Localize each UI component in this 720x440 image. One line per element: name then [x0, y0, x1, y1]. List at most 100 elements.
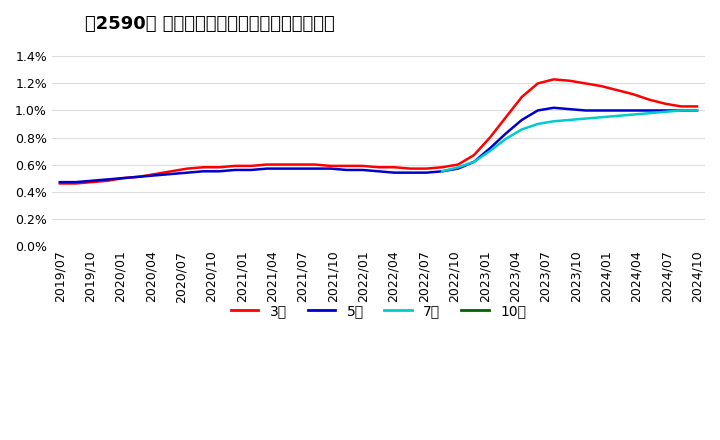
5年: [565, 106, 574, 112]
5年: [549, 105, 558, 110]
3年: [390, 165, 399, 170]
5年: [215, 169, 223, 174]
5年: [135, 174, 144, 180]
3年: [103, 178, 112, 183]
3年: [263, 162, 271, 167]
5年: [390, 170, 399, 175]
3年: [534, 81, 542, 86]
Line: 5年: 5年: [60, 108, 697, 182]
3年: [279, 162, 287, 167]
5年: [263, 166, 271, 171]
3年: [151, 171, 160, 176]
3年: [310, 162, 319, 167]
5年: [87, 178, 96, 183]
Line: 3年: 3年: [60, 79, 697, 183]
3年: [693, 104, 701, 109]
3年: [294, 162, 303, 167]
7年: [485, 148, 494, 154]
5年: [629, 108, 638, 113]
5年: [597, 108, 606, 113]
5年: [294, 166, 303, 171]
3年: [135, 174, 144, 180]
3年: [406, 166, 415, 171]
3年: [438, 165, 446, 170]
7年: [502, 136, 510, 142]
3年: [183, 166, 192, 171]
7年: [518, 127, 526, 132]
3年: [247, 163, 256, 169]
5年: [230, 167, 239, 172]
5年: [326, 166, 335, 171]
Line: 7年: 7年: [442, 110, 697, 171]
7年: [645, 110, 654, 116]
3年: [199, 165, 207, 170]
5年: [677, 108, 685, 113]
3年: [469, 152, 478, 158]
3年: [661, 101, 670, 106]
3年: [581, 81, 590, 86]
7年: [581, 116, 590, 121]
5年: [693, 108, 701, 113]
5年: [120, 176, 128, 181]
5年: [358, 167, 366, 172]
5年: [183, 170, 192, 175]
5年: [247, 167, 256, 172]
5年: [645, 108, 654, 113]
7年: [613, 113, 621, 118]
5年: [199, 169, 207, 174]
3年: [597, 84, 606, 89]
7年: [454, 165, 462, 170]
3年: [485, 135, 494, 140]
3年: [215, 165, 223, 170]
7年: [597, 114, 606, 120]
5年: [406, 170, 415, 175]
3年: [549, 77, 558, 82]
3年: [167, 169, 176, 174]
5年: [454, 166, 462, 171]
7年: [549, 119, 558, 124]
5年: [581, 108, 590, 113]
5年: [374, 169, 383, 174]
3年: [454, 162, 462, 167]
5年: [342, 167, 351, 172]
3年: [629, 92, 638, 97]
3年: [613, 88, 621, 93]
5年: [485, 146, 494, 151]
5年: [469, 159, 478, 165]
5年: [438, 169, 446, 174]
5年: [613, 108, 621, 113]
5年: [661, 108, 670, 113]
3年: [326, 163, 335, 169]
3年: [55, 181, 64, 186]
5年: [534, 108, 542, 113]
7年: [469, 159, 478, 165]
5年: [167, 171, 176, 176]
Legend: 3年, 5年, 7年, 10年: 3年, 5年, 7年, 10年: [225, 299, 531, 324]
7年: [693, 108, 701, 113]
3年: [71, 181, 80, 186]
3年: [518, 94, 526, 99]
5年: [103, 177, 112, 182]
3年: [120, 176, 128, 181]
7年: [534, 121, 542, 127]
7年: [438, 169, 446, 174]
5年: [422, 170, 431, 175]
5年: [279, 166, 287, 171]
3年: [374, 165, 383, 170]
5年: [55, 180, 64, 185]
7年: [661, 109, 670, 114]
3年: [565, 78, 574, 83]
3年: [502, 114, 510, 120]
3年: [87, 180, 96, 185]
5年: [151, 173, 160, 178]
3年: [358, 163, 366, 169]
7年: [629, 112, 638, 117]
3年: [645, 97, 654, 103]
7年: [677, 108, 685, 113]
3年: [422, 166, 431, 171]
3年: [677, 104, 685, 109]
3年: [342, 163, 351, 169]
5年: [518, 117, 526, 123]
Text: ［2590］ 経常利益マージンの標準偏差の推移: ［2590］ 経常利益マージンの標準偏差の推移: [84, 15, 334, 33]
7年: [565, 117, 574, 123]
